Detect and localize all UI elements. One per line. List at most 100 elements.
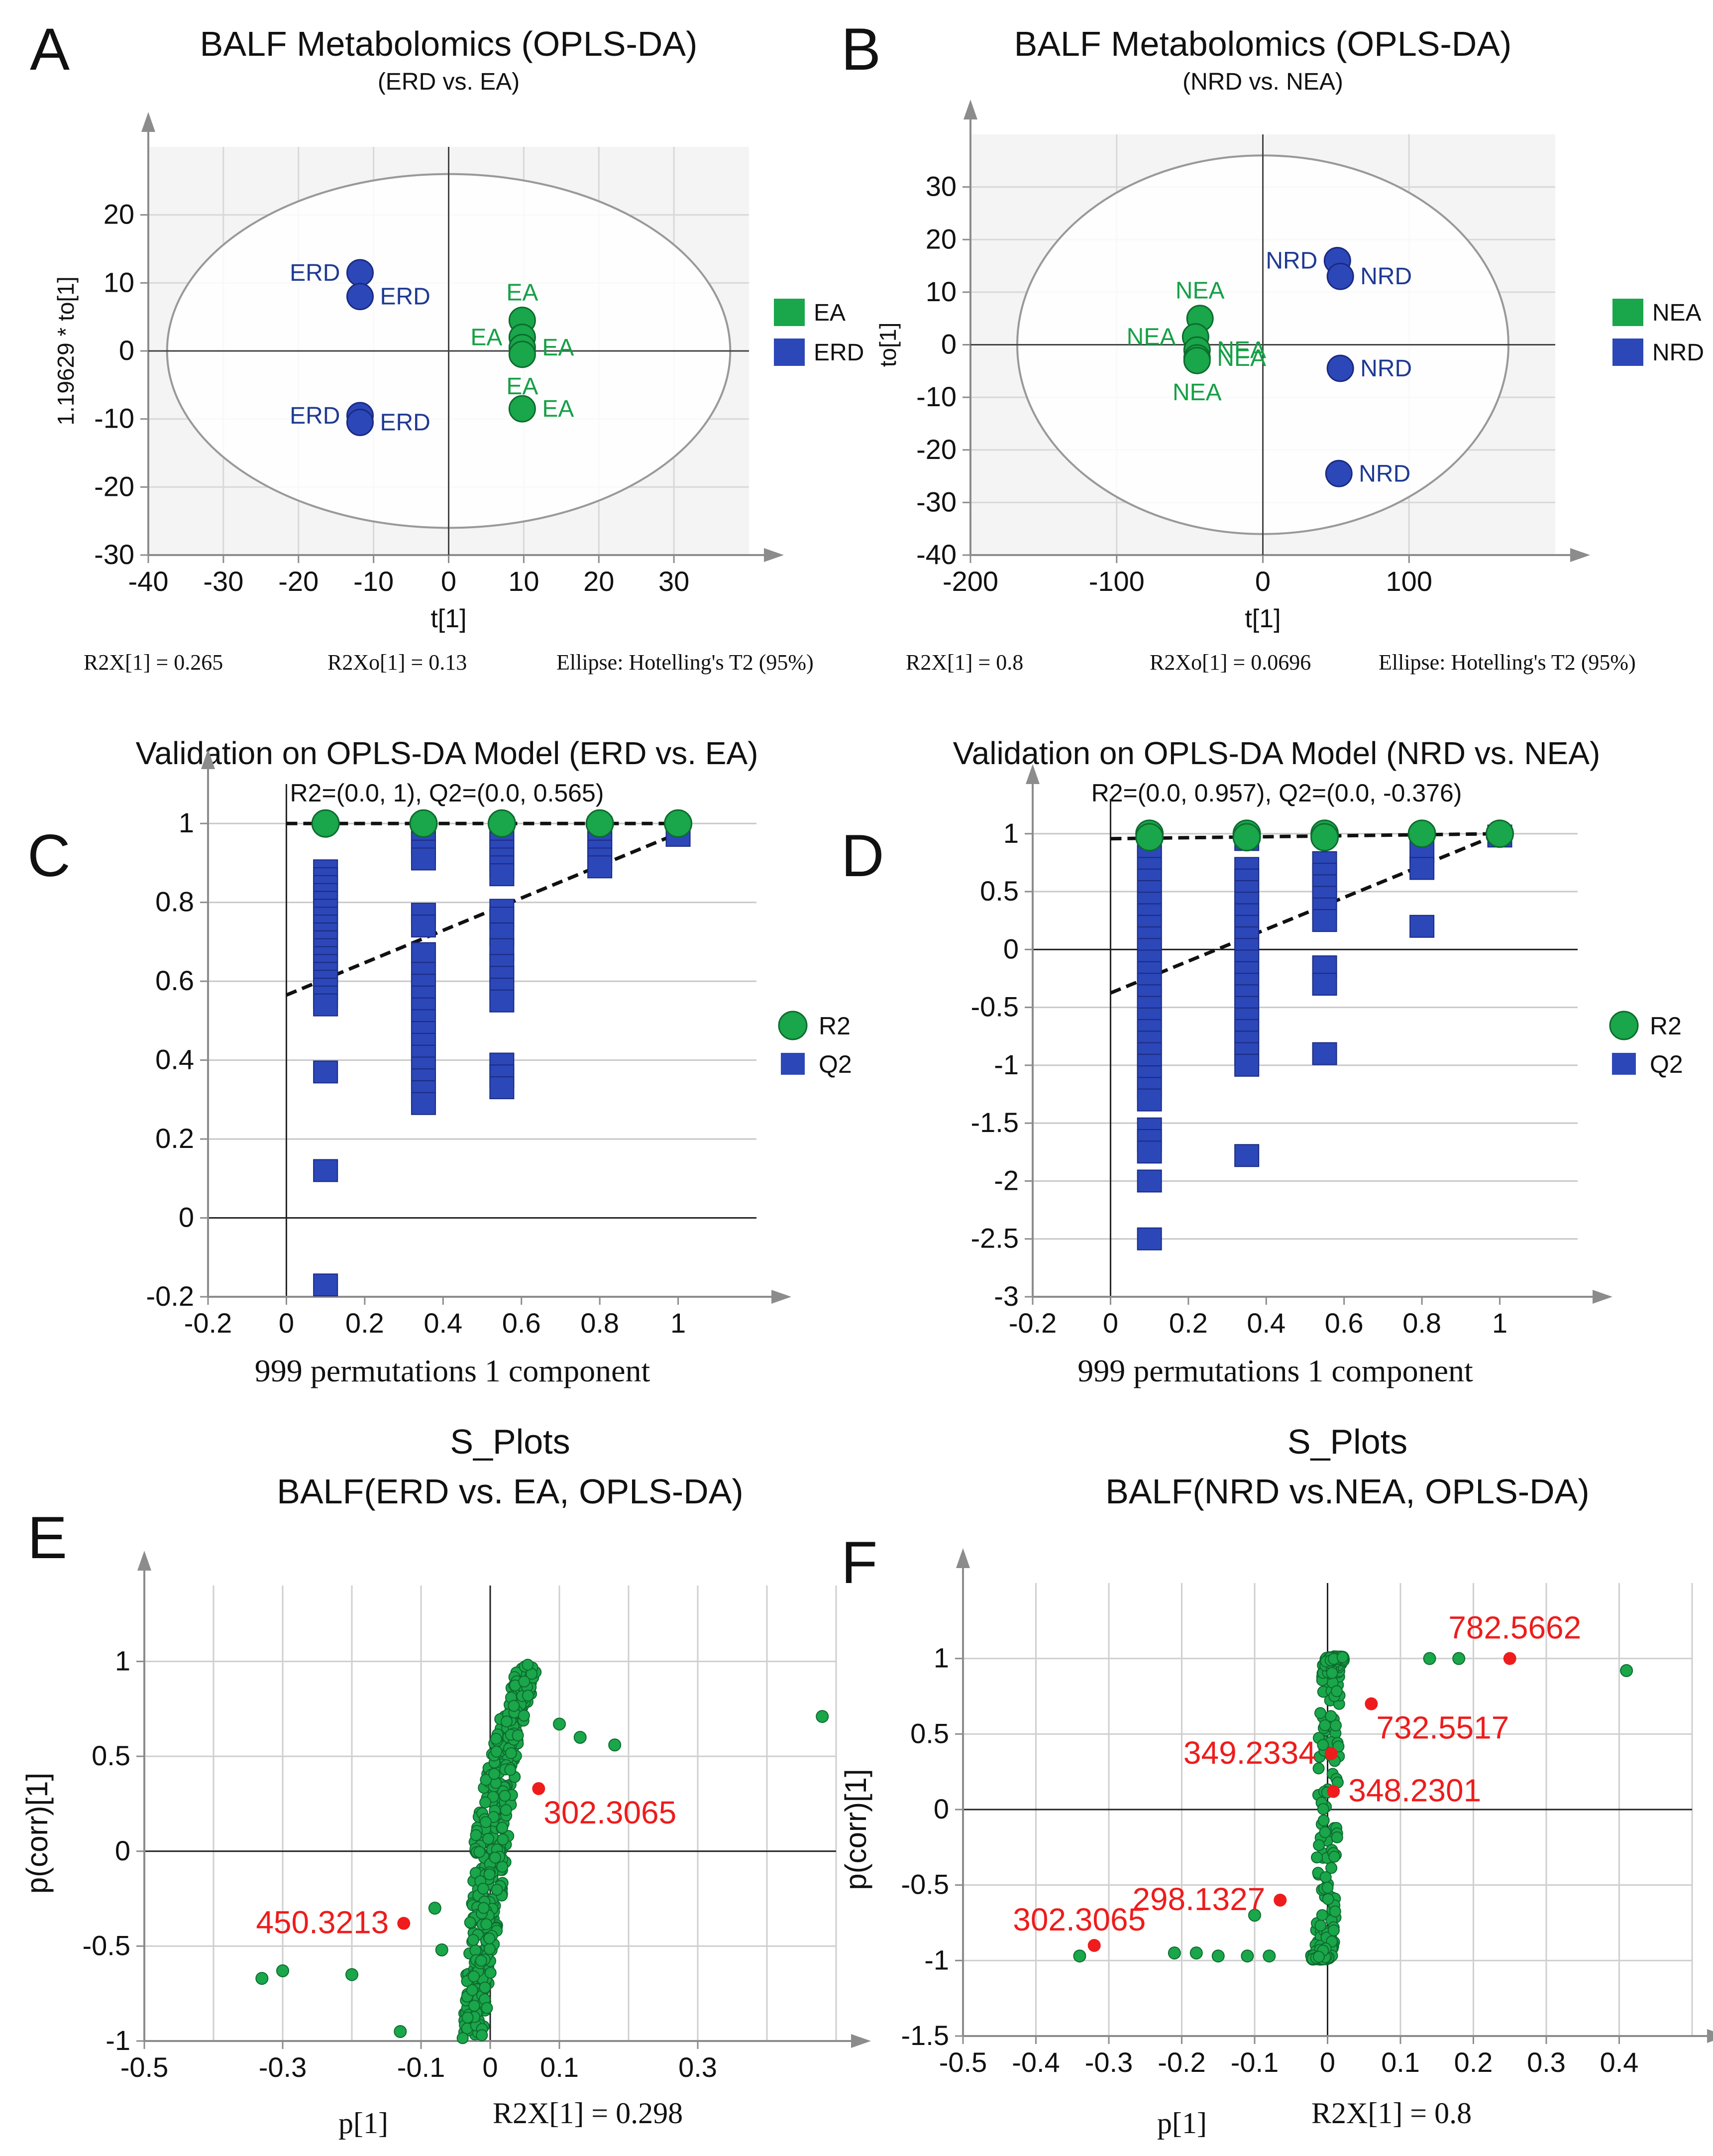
x-axis-arrow [851, 2034, 871, 2048]
s-plot-point [505, 1747, 517, 1759]
x-tick-label: 0.1 [1381, 2046, 1420, 2078]
s-plot-point [1327, 1924, 1340, 1936]
y-tick-label: -20 [916, 434, 957, 465]
s-plot-point [483, 1943, 496, 1955]
y-axis-label: 1.19629 * to[1] [53, 276, 79, 425]
x-axis-arrow [764, 548, 784, 562]
model-stat: R2X[1] = 0.265 [84, 650, 223, 675]
x-tick-label: 30 [658, 566, 689, 597]
y-tick-label: 0.2 [155, 1123, 194, 1154]
s-plot-point [1317, 1803, 1329, 1816]
s-plot-point [1073, 1949, 1086, 1963]
q2-point [1312, 973, 1337, 996]
panel-letter: B [841, 16, 881, 83]
x-tick-label: -0.2 [184, 1307, 232, 1339]
highlight-point [1274, 1894, 1287, 1907]
metabolite-label: 450.3213 [256, 1905, 389, 1940]
highlight-point [1503, 1652, 1516, 1665]
s-plot-point [1241, 1949, 1254, 1963]
s-plot-point [1336, 1651, 1349, 1664]
chart-title: BALF Metabolomics (OPLS-DA) [200, 24, 698, 63]
x-axis-arrow [1570, 548, 1590, 562]
x-tick-label: 0 [482, 2051, 498, 2083]
y-tick-label: -2.5 [971, 1223, 1019, 1254]
y-tick-label: -30 [916, 486, 957, 517]
panel-A: A BALF Metabolomics (OPLS-DA) (ERD vs. EA)… [30, 16, 864, 675]
x-tick-label: 0 [279, 1307, 294, 1339]
s-plot-point [1319, 1719, 1331, 1731]
q2-point [1312, 1042, 1337, 1065]
s-plot-point [428, 1902, 441, 1915]
point-label: NRD [1266, 248, 1317, 274]
highlight-point [1087, 1939, 1101, 1952]
y-tick-label: 1 [115, 1645, 130, 1677]
y-tick-label: -1 [994, 1049, 1019, 1080]
x-tick-label: -0.2 [1158, 2046, 1206, 2078]
model-stat: R2X[1] = 0.8 [1311, 2097, 1472, 2130]
s-plot-point [1329, 1905, 1341, 1918]
point-label: ERD [290, 260, 340, 286]
panel-D: D Validation on OPLS-DA Model (NRD vs. NE… [841, 735, 1683, 1388]
s-plot-point [1423, 1652, 1436, 1665]
point-label: NEA [1217, 345, 1266, 371]
s-plot-point [1328, 1850, 1341, 1863]
metabolite-label: 298.1327 [1132, 1881, 1265, 1917]
score-point-nea [1183, 346, 1211, 374]
x-tick-label: -0.3 [1085, 2046, 1133, 2078]
x-tick-label: 0.8 [580, 1307, 619, 1339]
s-plot-point [488, 1768, 501, 1780]
r2-point [585, 809, 614, 838]
x-tick-label: -20 [278, 566, 319, 597]
x-tick-label: -100 [1089, 566, 1145, 597]
y-axis-arrow [1026, 764, 1040, 784]
s-plot-point [490, 1745, 503, 1758]
y-tick-label: 0.5 [92, 1740, 130, 1771]
highlight-point [1327, 1785, 1340, 1798]
point-label: NEA [1127, 324, 1176, 350]
point-label: NEA [1176, 278, 1225, 304]
legend-label: R2 [819, 1012, 851, 1040]
s-plot-point [1317, 1815, 1330, 1827]
s-plot-point [477, 1902, 490, 1914]
r2-point [1135, 823, 1164, 852]
y-axis-arrow [137, 1551, 151, 1571]
x-tick-label: 100 [1386, 566, 1432, 597]
s-plot-point [816, 1710, 829, 1723]
s-plot-point [504, 1764, 517, 1776]
s-plot-point [1326, 1667, 1338, 1679]
model-stat: R2X[1] = 0.8 [906, 650, 1023, 675]
r2-point [311, 809, 340, 838]
s-plot-point [467, 1933, 479, 1946]
score-point-erd [346, 283, 374, 311]
y-tick-label: 10 [104, 266, 134, 298]
y-tick-label: -10 [916, 381, 957, 412]
legend-swatch [1612, 339, 1643, 366]
s-plot-point [573, 1731, 587, 1744]
y-tick-label: -0.2 [146, 1280, 195, 1312]
q2-point [1234, 1053, 1260, 1077]
legend-label: Q2 [1650, 1050, 1683, 1078]
y-tick-label: 0 [115, 1835, 130, 1866]
r2-point [409, 809, 438, 838]
q2-point [1409, 857, 1435, 880]
s-plot-point [1317, 1739, 1329, 1751]
y-tick-label: -30 [94, 539, 134, 570]
x-tick-label: -0.1 [1231, 2046, 1279, 2078]
x-tick-label: 20 [583, 566, 614, 597]
x-axis-label: p[1] [338, 2107, 388, 2140]
x-tick-label: 0.6 [502, 1307, 541, 1339]
s-plot-point [464, 1916, 476, 1929]
s-plot-point [394, 2025, 407, 2038]
x-tick-label: 0.4 [424, 1307, 462, 1339]
r2-point [1486, 819, 1514, 848]
chart-subtitle: R2=(0.0, 1), Q2=(0.0, 0.565) [290, 779, 604, 807]
q2-point [1137, 1169, 1162, 1193]
panel-E: E S_Plots BALF(ERD vs. EA, OPLS-DA) -0.5 -0.… [20, 1422, 871, 2140]
point-label: EA [542, 396, 574, 422]
q2-point [313, 993, 338, 1017]
legend-label: NEA [1652, 300, 1702, 326]
metabolite-label: 302.3065 [543, 1795, 676, 1830]
score-point-ea [508, 340, 536, 368]
s-plot-point [1316, 1909, 1328, 1922]
